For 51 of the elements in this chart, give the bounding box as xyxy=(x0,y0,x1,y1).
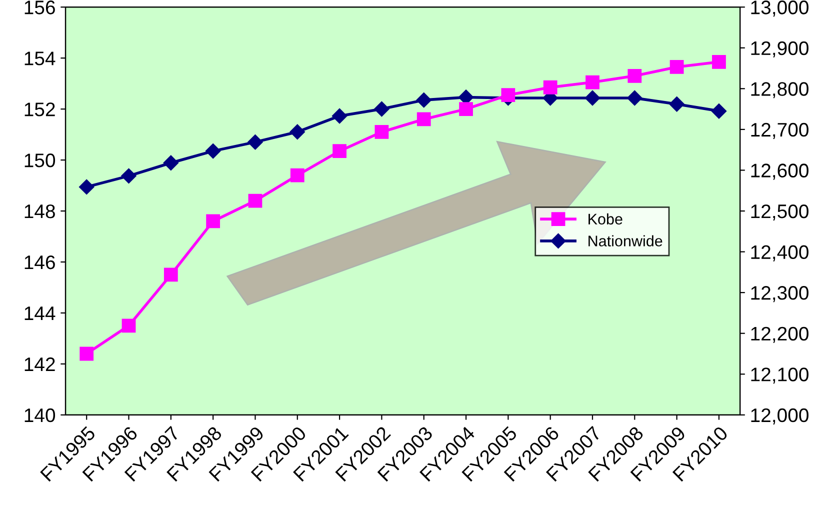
point xyxy=(79,179,94,195)
y-tick-label: 140 xyxy=(24,408,56,422)
legend-label: Nationwide xyxy=(588,235,662,246)
point xyxy=(332,108,348,124)
y2-tick-label: 12,400 xyxy=(751,245,808,262)
point xyxy=(248,194,262,208)
point xyxy=(586,75,600,90)
point xyxy=(459,102,473,116)
y2-tick-label: 12,200 xyxy=(751,326,808,343)
point xyxy=(206,214,220,228)
point xyxy=(332,144,346,158)
y-tick-label: 156 xyxy=(24,0,55,14)
y2-tick-label: 12,600 xyxy=(751,164,808,180)
point xyxy=(121,168,136,184)
point xyxy=(290,168,304,182)
point xyxy=(584,90,600,106)
point xyxy=(627,90,642,106)
point xyxy=(669,96,684,112)
y2-tick-label: 12,300 xyxy=(751,286,808,302)
y2-tick-label: 12,900 xyxy=(751,41,808,58)
y-tick-label: 142 xyxy=(24,357,55,371)
y-tick-label: 152 xyxy=(24,102,55,116)
point xyxy=(416,112,431,126)
point xyxy=(374,125,389,139)
legend-label: Kobe xyxy=(588,213,622,225)
point xyxy=(206,143,221,159)
y2-tick-label: 13,000 xyxy=(751,0,808,17)
point xyxy=(712,54,726,69)
point xyxy=(711,104,727,119)
y2-tick-label: 12,100 xyxy=(751,368,808,384)
y-tick-label: 150 xyxy=(24,153,56,168)
point xyxy=(374,101,390,117)
point xyxy=(501,88,516,102)
point xyxy=(416,92,432,108)
y2-tick-label: 12,500 xyxy=(751,204,808,221)
y-tick-label: 144 xyxy=(24,306,56,320)
y2-tick-label: 12,700 xyxy=(751,122,808,139)
point xyxy=(163,155,178,170)
point xyxy=(628,68,642,83)
point xyxy=(248,134,263,150)
point xyxy=(543,80,558,94)
point xyxy=(670,60,684,74)
point xyxy=(122,318,136,333)
y2-tick-label: 12,000 xyxy=(751,408,808,424)
point xyxy=(164,268,178,282)
y-tick-label: 148 xyxy=(24,204,55,218)
y-tick-label: 146 xyxy=(24,255,55,270)
y2-tick-label: 12,800 xyxy=(751,82,808,98)
point xyxy=(80,346,94,361)
y-tick-label: 154 xyxy=(24,52,56,66)
point xyxy=(290,124,305,140)
